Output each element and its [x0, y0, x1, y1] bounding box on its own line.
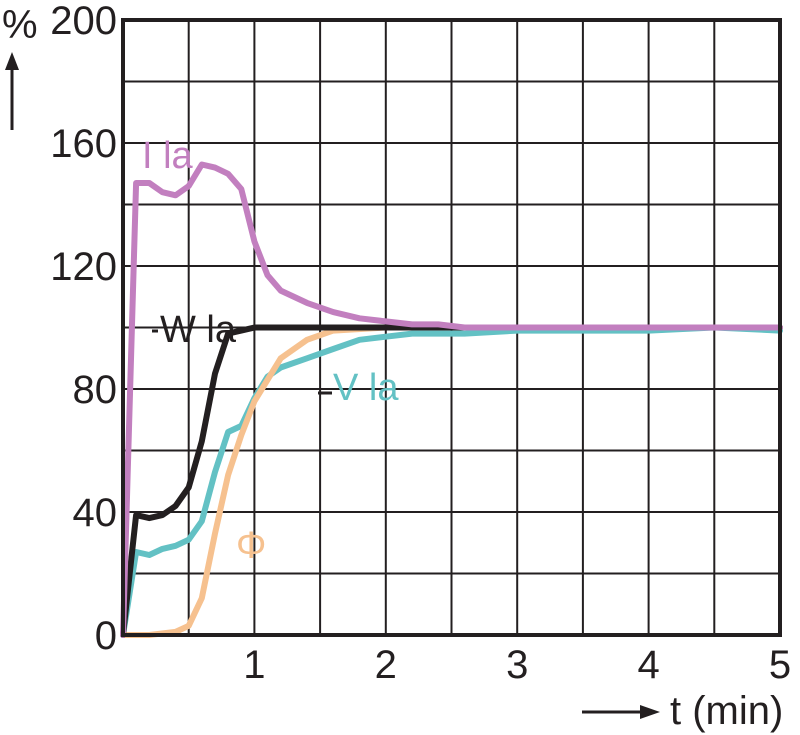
- x-tick-label: 4: [637, 643, 659, 687]
- series-label-wla: W la: [160, 309, 237, 351]
- tick-labels: 0 40 80 120 160 200 1 2 3 4 5: [50, 0, 791, 687]
- x-axis-label: t (min): [670, 689, 783, 733]
- series-label-ila: I la: [142, 135, 194, 177]
- y-axis-arrow-icon: [5, 52, 19, 130]
- y-tick-label: 120: [50, 245, 117, 289]
- x-tick-label: 5: [769, 643, 791, 687]
- x-tick-label: 3: [506, 643, 528, 687]
- y-tick-label: 40: [73, 491, 118, 535]
- series-line-ila: [120, 161, 783, 638]
- series-label-phi: Φ: [236, 525, 266, 567]
- y-tick-label: 0: [95, 614, 117, 658]
- y-tick-label: 80: [73, 368, 118, 412]
- y-tick-label: 160: [50, 122, 117, 166]
- y-axis-label: %: [2, 3, 38, 47]
- x-tick-label: 1: [243, 643, 265, 687]
- y-tick-label: 200: [50, 0, 117, 43]
- x-tick-label: 2: [375, 643, 397, 687]
- series-label-vla: V la: [333, 367, 399, 409]
- series-line-wla: [120, 324, 783, 638]
- plot-frame: [121, 18, 782, 637]
- x-axis-arrow-icon: [582, 705, 660, 719]
- series-lines: [120, 161, 783, 638]
